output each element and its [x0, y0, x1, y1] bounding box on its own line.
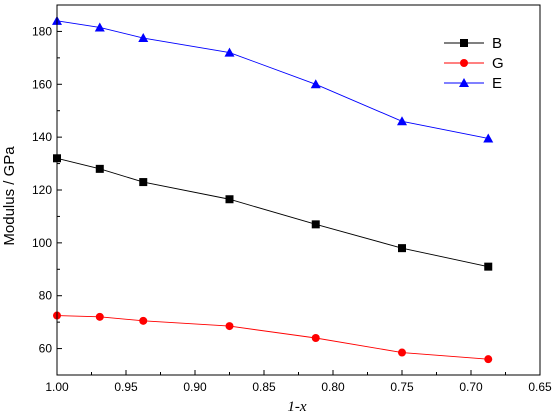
x-tick-label: 0.65 [528, 380, 552, 394]
data-point-G [398, 348, 406, 357]
data-point-G [225, 322, 234, 331]
x-tick-label: 0.95 [114, 380, 138, 394]
data-point-E [138, 33, 149, 43]
data-point-G [139, 316, 148, 325]
data-point-B [139, 178, 148, 187]
series-B [53, 154, 493, 271]
x-tick-label: 0.75 [390, 380, 414, 394]
data-point-G [95, 312, 104, 321]
x-tick-label: 0.85 [252, 380, 276, 394]
data-point-B [225, 195, 234, 204]
legend-entry-G: G [444, 55, 504, 72]
y-tick-label: 160 [32, 77, 52, 91]
x-tick-label: 0.70 [459, 380, 483, 394]
data-point-G [311, 334, 320, 342]
legend-entry-B: B [444, 35, 502, 52]
data-point-B [484, 262, 493, 271]
data-point-B [95, 164, 104, 173]
series-line-E [56, 20, 489, 139]
x-tick-label: 0.80 [321, 380, 345, 394]
y-tick-label: 60 [39, 342, 53, 356]
y-tick-label: 140 [32, 130, 52, 144]
legend-label: G [492, 55, 504, 72]
series-line-B [56, 157, 489, 268]
series-G [53, 311, 493, 364]
legend-marker [460, 39, 468, 47]
y-tick-label: 100 [32, 236, 52, 250]
axes: 1.00 0.95 0.90 0.85 0.80 0.75 0.70 0.65 60 80 100 1… [32, 4, 552, 394]
data-point-E [397, 116, 407, 126]
data-point-E [310, 79, 321, 89]
y-tick-label: 80 [39, 289, 53, 303]
series-line-G [56, 315, 489, 360]
x-axis-label: 1-x [287, 399, 306, 415]
y-axis-label: Modulus / GPa [1, 146, 18, 246]
legend-label: E [492, 75, 502, 92]
legend-marker [460, 59, 468, 67]
data-point-B [398, 244, 406, 253]
legend-marker [459, 78, 469, 87]
data-point-E [94, 22, 105, 32]
y-tick-label: 180 [32, 24, 52, 38]
legend-entry-E: E [444, 75, 502, 92]
y-tick-label: 120 [32, 183, 52, 197]
data-point-G [484, 355, 493, 364]
legend: BGE [444, 35, 504, 92]
legend-label: B [492, 35, 502, 52]
x-tick-label: 0.90 [183, 380, 207, 394]
x-tick-label: 1.00 [45, 380, 69, 394]
data-point-E [224, 47, 235, 57]
data-point-E [483, 133, 494, 143]
plot-area [52, 15, 494, 364]
series-E [52, 15, 494, 143]
data-point-B [311, 220, 320, 229]
